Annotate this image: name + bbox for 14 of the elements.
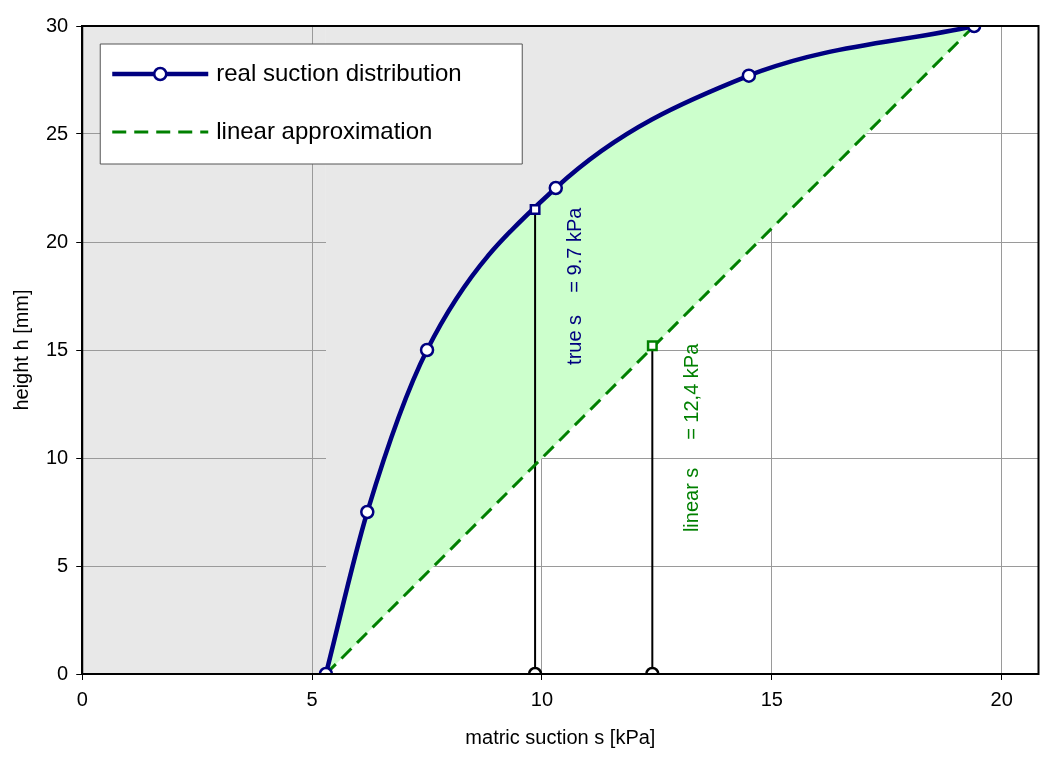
y-axis-title: height h [mm] bbox=[9, 289, 32, 411]
y-tick-label: 20 bbox=[46, 229, 69, 252]
x-axis-title: matric suction s [kPa] bbox=[465, 725, 656, 748]
x-tick-label: 10 bbox=[530, 687, 554, 710]
x-tick-label: 5 bbox=[306, 687, 318, 710]
y-tick-label: 5 bbox=[57, 553, 69, 576]
y-tick-label: 25 bbox=[46, 121, 69, 144]
x-tick-label: 15 bbox=[760, 687, 783, 710]
x-tick-label: 20 bbox=[990, 687, 1013, 710]
y-tick-label: 10 bbox=[46, 445, 69, 468]
y-tick-label: 0 bbox=[57, 661, 69, 684]
x-tick-label: 0 bbox=[76, 687, 88, 710]
y-tick-label: 15 bbox=[46, 337, 69, 360]
y-tick-label: 30 bbox=[46, 13, 69, 36]
